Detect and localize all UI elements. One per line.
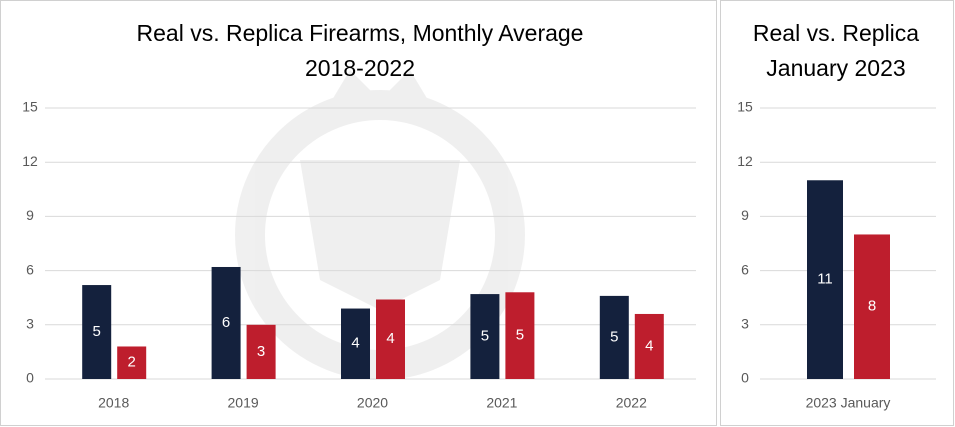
chart-title: Real vs. Replica — [753, 20, 919, 46]
bar — [117, 346, 147, 379]
y-tick-label: 15 — [22, 99, 38, 115]
x-tick-label: 2020 — [357, 395, 388, 411]
y-tick-label: 0 — [26, 370, 34, 386]
chart-subtitle: 2018-2022 — [305, 55, 415, 81]
y-tick-label: 0 — [741, 370, 749, 386]
bar — [211, 266, 241, 379]
x-tick-label: 2023 January — [806, 395, 891, 411]
y-tick-label: 6 — [26, 261, 34, 277]
y-tick-label: 12 — [22, 153, 38, 169]
y-tick-label: 9 — [26, 207, 34, 223]
value-label: 8 — [868, 298, 876, 315]
bar — [634, 313, 664, 379]
chart-title: Real vs. Replica Firearms, Monthly Avera… — [137, 20, 584, 46]
value-label: 5 — [481, 328, 489, 345]
value-label: 2 — [128, 354, 136, 371]
y-tick-label: 9 — [741, 207, 749, 223]
value-label: 11 — [817, 271, 833, 288]
y-tick-label: 15 — [737, 99, 753, 115]
bar — [470, 294, 500, 379]
x-tick-label: 2022 — [616, 395, 647, 411]
value-label: 6 — [222, 314, 230, 331]
y-tick-label: 3 — [26, 316, 34, 332]
bar — [376, 299, 405, 379]
chart-subtitle: January 2023 — [766, 55, 905, 81]
bar — [599, 295, 629, 379]
bar — [246, 324, 276, 379]
value-label: 5 — [93, 323, 101, 340]
value-label: 3 — [257, 343, 265, 360]
value-label: 5 — [610, 328, 618, 345]
bar — [854, 234, 890, 379]
y-tick-label: 12 — [737, 153, 753, 169]
bar — [505, 292, 535, 379]
value-label: 4 — [351, 335, 359, 352]
x-tick-label: 2019 — [228, 395, 259, 411]
value-label: 4 — [645, 337, 653, 354]
bar — [82, 285, 112, 379]
value-label: 4 — [386, 330, 394, 347]
value-label: 5 — [516, 327, 524, 344]
x-tick-label: 2021 — [486, 395, 517, 411]
bar — [807, 180, 843, 379]
y-tick-label: 6 — [741, 261, 749, 277]
y-tick-label: 3 — [741, 316, 749, 332]
bar — [341, 308, 370, 379]
x-tick-label: 2018 — [98, 395, 129, 411]
